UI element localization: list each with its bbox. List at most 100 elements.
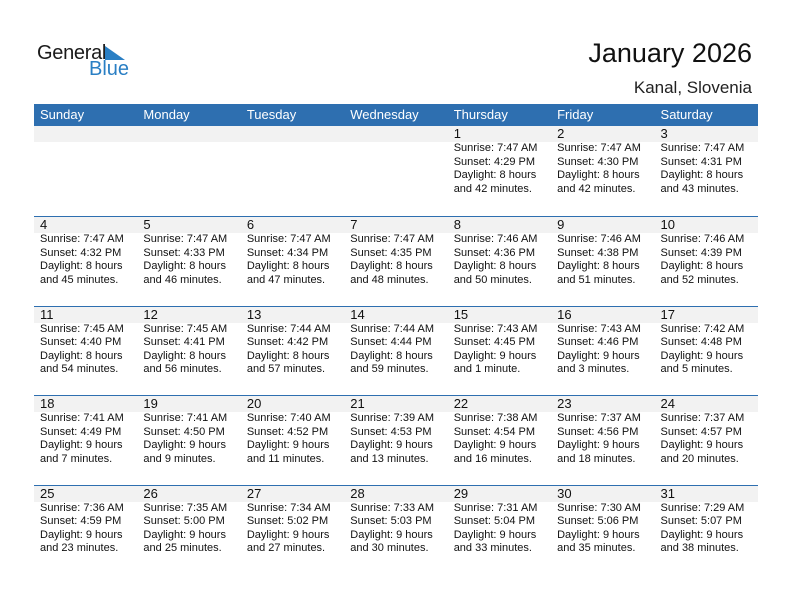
day-number: 25: [40, 485, 55, 501]
daylight-text: Daylight: 8 hours: [40, 260, 123, 272]
sunset-text: Sunset: 4:53 PM: [350, 425, 432, 438]
daylight-text: Daylight: 9 hours: [660, 439, 744, 451]
daylight-minutes-text: and 43 minutes.: [660, 182, 739, 195]
empty-cell: [34, 126, 137, 216]
day-number: 22: [453, 396, 469, 411]
day-cell: 22 Sunrise: 7:38 AM Sunset: 4:54 PM Dayligh…: [448, 396, 551, 485]
weekday-thursday: Thursday: [453, 107, 508, 122]
day-number: 20: [246, 396, 262, 411]
calendar-grid: 1 Sunrise: 7:47 AM Sunset: 4:29 PM Daylight…: [34, 126, 758, 574]
daylight-minutes-text: and 23 minutes.: [40, 542, 119, 554]
date-band: [34, 485, 758, 502]
sunrise-text: Sunrise: 7:33 AM: [350, 501, 435, 514]
day-cell: 28 Sunrise: 7:33 AM Sunset: 5:03 PM Dayligh…: [344, 486, 447, 575]
sunrise-text: Sunrise: 7:45 AM: [40, 322, 124, 335]
daylight-text: Daylight: 8 hours: [557, 260, 640, 272]
sunset-text: Sunset: 5:06 PM: [557, 515, 639, 527]
daylight-minutes-text: and 20 minutes.: [660, 452, 739, 465]
day-cell: 9 Sunrise: 7:46 AM Sunset: 4:38 PM Daylight…: [551, 217, 654, 306]
daylight-minutes-text: and 42 minutes.: [557, 182, 636, 195]
sunset-text: Sunset: 4:32 PM: [40, 246, 122, 259]
day-number: 29: [453, 485, 469, 501]
day-number: 9: [557, 217, 565, 232]
day-number: 4: [40, 217, 48, 232]
date-band: [34, 217, 758, 233]
sunset-text: Sunset: 4:31 PM: [660, 155, 742, 168]
page-title: January 2026: [588, 38, 752, 68]
daylight-text: Daylight: 9 hours: [246, 439, 330, 451]
sunrise-text: Sunrise: 7:34 AM: [246, 501, 331, 514]
day-cell: 14 Sunrise: 7:44 AM Sunset: 4:44 PM Dayligh…: [344, 307, 447, 396]
day-number: 31: [660, 485, 675, 501]
day-number: 16: [557, 306, 572, 322]
daylight-minutes-text: and 1 minute.: [453, 363, 521, 375]
sunset-text: Sunset: 4:50 PM: [143, 425, 225, 438]
daylight-text: Daylight: 8 hours: [660, 169, 744, 181]
daylight-text: Daylight: 9 hours: [453, 349, 537, 362]
day-cell: 31 Sunrise: 7:29 AM Sunset: 5:07 PM Dayligh…: [655, 486, 758, 575]
sunrise-text: Sunrise: 7:36 AM: [40, 501, 124, 514]
day-cell: 17 Sunrise: 7:42 AM Sunset: 4:48 PM Dayligh…: [655, 307, 758, 396]
daylight-minutes-text: and 25 minutes.: [143, 542, 222, 554]
day-number: 5: [143, 217, 151, 232]
daylight-minutes-text: and 9 minutes.: [143, 452, 216, 465]
day-number: 1: [453, 126, 461, 141]
day-cell: 25 Sunrise: 7:36 AM Sunset: 4:59 PM Dayligh…: [34, 486, 137, 575]
daylight-minutes-text: and 59 minutes.: [350, 363, 429, 375]
sunrise-text: Sunrise: 7:39 AM: [350, 412, 435, 424]
sunset-text: Sunset: 4:42 PM: [246, 336, 329, 348]
sunset-text: Sunset: 4:39 PM: [660, 246, 742, 259]
daylight-minutes-text: and 54 minutes.: [40, 363, 119, 375]
sunset-text: Sunset: 4:30 PM: [557, 155, 639, 168]
daylight-minutes-text: and 18 minutes.: [557, 452, 636, 465]
day-cell: 11 Sunrise: 7:45 AM Sunset: 4:40 PM Dayligh…: [34, 307, 137, 396]
day-cell: 30 Sunrise: 7:30 AM Sunset: 5:06 PM Dayligh…: [551, 486, 654, 575]
day-cell: 24 Sunrise: 7:37 AM Sunset: 4:57 PM Dayligh…: [655, 396, 758, 485]
day-number: 12: [143, 306, 158, 322]
sunrise-text: Sunrise: 7:43 AM: [557, 322, 641, 335]
date-band: [34, 306, 758, 323]
day-number: 23: [557, 396, 572, 411]
day-cell: 27 Sunrise: 7:34 AM Sunset: 5:02 PM Dayligh…: [241, 486, 344, 575]
sunrise-text: Sunrise: 7:47 AM: [40, 233, 124, 245]
sunrise-text: Sunrise: 7:45 AM: [143, 322, 228, 335]
calendar-week: 4 Sunrise: 7:47 AM Sunset: 4:32 PM Daylight…: [34, 216, 758, 306]
calendar-week: 25 Sunrise: 7:36 AM Sunset: 4:59 PM Dayligh…: [34, 484, 758, 575]
empty-cell: [137, 126, 240, 216]
sunrise-text: Sunrise: 7:44 AM: [246, 322, 331, 335]
daylight-text: Daylight: 9 hours: [40, 439, 123, 451]
day-cell: 7 Sunrise: 7:47 AM Sunset: 4:35 PM Daylight…: [344, 217, 447, 306]
day-number: 19: [143, 396, 158, 411]
weekday-monday: Monday: [143, 107, 190, 122]
logo-triangle-icon: [105, 46, 125, 60]
sunrise-text: Sunrise: 7:29 AM: [660, 501, 745, 514]
day-cell: 4 Sunrise: 7:47 AM Sunset: 4:32 PM Daylight…: [34, 217, 137, 306]
day-cell: 20 Sunrise: 7:40 AM Sunset: 4:52 PM Dayligh…: [241, 396, 344, 485]
daylight-minutes-text: and 16 minutes.: [453, 452, 532, 465]
weekday-friday: Friday: [557, 107, 594, 122]
daylight-text: Daylight: 9 hours: [350, 528, 433, 541]
day-number: 30: [557, 485, 572, 501]
sunset-text: Sunset: 4:40 PM: [40, 336, 122, 348]
calendar-week: 11 Sunrise: 7:45 AM Sunset: 4:40 PM Dayligh…: [34, 305, 758, 396]
sunrise-text: Sunrise: 7:37 AM: [557, 412, 641, 424]
day-cell: 29 Sunrise: 7:31 AM Sunset: 5:04 PM Dayligh…: [448, 486, 551, 575]
day-cell: 5 Sunrise: 7:47 AM Sunset: 4:33 PM Daylight…: [137, 217, 240, 306]
sunset-text: Sunset: 5:03 PM: [350, 515, 432, 527]
day-number: 17: [660, 306, 675, 322]
weekday-header: Sunday Monday Tuesday Wednesday Thursday…: [34, 104, 758, 126]
day-cell: 3 Sunrise: 7:47 AM Sunset: 4:31 PM Daylight…: [655, 126, 758, 216]
day-cell: 19 Sunrise: 7:41 AM Sunset: 4:50 PM Dayligh…: [137, 396, 240, 485]
empty-cell: [344, 126, 447, 216]
daylight-minutes-text: and 52 minutes.: [660, 273, 739, 286]
daylight-minutes-text: and 46 minutes.: [143, 273, 222, 286]
sunset-text: Sunset: 4:33 PM: [143, 246, 225, 259]
day-cell: 8 Sunrise: 7:46 AM Sunset: 4:36 PM Daylight…: [448, 217, 551, 306]
sunrise-text: Sunrise: 7:42 AM: [660, 322, 745, 335]
logo-blue: Blue: [89, 58, 130, 80]
daylight-text: Daylight: 9 hours: [453, 528, 537, 541]
daylight-minutes-text: and 50 minutes.: [453, 273, 532, 286]
sunrise-text: Sunrise: 7:44 AM: [350, 322, 435, 335]
daylight-minutes-text: and 42 minutes.: [453, 182, 532, 195]
daylight-text: Daylight: 9 hours: [453, 439, 537, 451]
